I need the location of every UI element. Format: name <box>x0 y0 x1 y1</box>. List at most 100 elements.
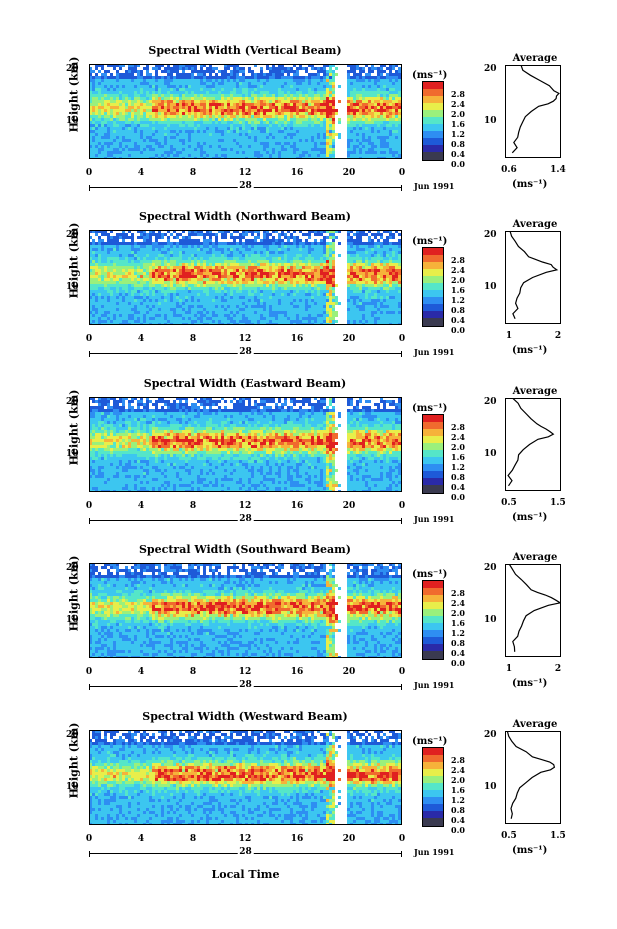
x-tick-label: 20 <box>342 334 356 344</box>
spectral-width-panel: Spectral Width (Eastward Beam) Height (km… <box>0 377 617 543</box>
colorbar-tick-label: 2.4 <box>451 598 465 608</box>
avg-y-tick-label: 10 <box>484 282 497 292</box>
x-axis-title: Local Time <box>211 868 280 881</box>
y-tick-label: 20 <box>66 64 79 74</box>
month-label: Jun 1991 <box>414 680 455 690</box>
x-tick-label: 0 <box>85 168 93 178</box>
x-tick-label: 4 <box>137 834 145 844</box>
avg-y-tick-label: 10 <box>484 782 497 792</box>
avg-y-tick-label: 20 <box>484 397 497 407</box>
colorbar-tick-label: 0.8 <box>451 472 465 482</box>
avg-x-tick-label: 0.5 <box>501 831 517 841</box>
x-tick-label: 12 <box>238 334 252 344</box>
day-label: 28 <box>237 680 254 690</box>
x-tick-label: 12 <box>238 667 252 677</box>
x-tick-label: 12 <box>238 501 252 511</box>
colorbar <box>422 414 444 494</box>
colorbar-tick-label: 0.4 <box>451 315 465 325</box>
colorbar-tick-label: 0.4 <box>451 648 465 658</box>
colorbar-tick-label: 2.4 <box>451 432 465 442</box>
colorbar-tick-label: 1.2 <box>451 795 465 805</box>
x-tick-label: 20 <box>342 667 356 677</box>
average-title: Average <box>512 719 558 730</box>
x-tick-label: 8 <box>189 334 197 344</box>
avg-x-tick-label: 1.4 <box>550 165 566 175</box>
avg-x-tick-label: 1 <box>505 664 513 674</box>
day-marker: 28 <box>89 347 402 360</box>
colorbar-tick-label: 0.0 <box>451 492 465 502</box>
colorbar <box>422 747 444 827</box>
day-marker: 28 <box>89 514 402 527</box>
colorbar-tick-label: 1.2 <box>451 129 465 139</box>
x-tick-label: 16 <box>290 834 304 844</box>
colorbar-tick-label: 1.6 <box>451 618 465 628</box>
panel-title: Spectral Width (Eastward Beam) <box>143 377 347 390</box>
x-tick-label: 16 <box>290 168 304 178</box>
x-tick-label: 20 <box>342 501 356 511</box>
colorbar-tick-label: 0.0 <box>451 159 465 169</box>
colorbar-tick-label: 0.0 <box>451 658 465 668</box>
colorbar-unit-label: (ms⁻¹) <box>412 403 448 414</box>
y-axis-label: Height (km) <box>67 389 81 466</box>
colorbar-tick-label: 2.8 <box>451 255 465 265</box>
avg-y-tick-label: 10 <box>484 449 497 459</box>
colorbar-tick-label: 2.4 <box>451 265 465 275</box>
month-label: Jun 1991 <box>414 847 455 857</box>
x-tick-label: 20 <box>342 168 356 178</box>
average-title: Average <box>512 53 558 64</box>
panel-title: Spectral Width (Vertical Beam) <box>148 44 342 57</box>
panel-title: Spectral Width (Westward Beam) <box>142 710 348 723</box>
x-tick-label: 8 <box>189 501 197 511</box>
x-tick-label: 0 <box>398 501 406 511</box>
x-tick-label: 0 <box>85 667 93 677</box>
spectral-width-panel: Spectral Width (Southward Beam) Height (k… <box>0 543 617 709</box>
y-tick-label: 10 <box>66 782 79 792</box>
avg-unit-label: (ms⁻¹) <box>512 345 548 356</box>
x-tick-label: 4 <box>137 667 145 677</box>
x-tick-label: 4 <box>137 501 145 511</box>
spectral-width-panel: Spectral Width (Vertical Beam) Height (km… <box>0 44 617 210</box>
colorbar-unit-label: (ms⁻¹) <box>412 569 448 580</box>
x-tick-label: 0 <box>398 168 406 178</box>
x-tick-label: 4 <box>137 168 145 178</box>
colorbar <box>422 580 444 660</box>
average-profile-plot <box>505 731 561 824</box>
y-tick-label: 10 <box>66 282 79 292</box>
colorbar-tick-label: 2.0 <box>451 442 465 452</box>
avg-y-tick-label: 10 <box>484 116 497 126</box>
x-tick-label: 16 <box>290 667 304 677</box>
colorbar-tick-label: 0.0 <box>451 825 465 835</box>
avg-unit-label: (ms⁻¹) <box>512 512 548 523</box>
colorbar-tick-label: 0.8 <box>451 305 465 315</box>
average-title: Average <box>512 552 558 563</box>
colorbar-tick-label: 2.0 <box>451 275 465 285</box>
avg-x-tick-label: 1 <box>505 331 513 341</box>
panel-title: Spectral Width (Southward Beam) <box>138 543 352 556</box>
y-tick-label: 20 <box>66 563 79 573</box>
avg-y-tick-label: 20 <box>484 730 497 740</box>
avg-unit-label: (ms⁻¹) <box>512 179 548 190</box>
colorbar-tick-label: 0.4 <box>451 482 465 492</box>
day-marker: 28 <box>89 680 402 693</box>
month-label: Jun 1991 <box>414 347 455 357</box>
panel-title: Spectral Width (Northward Beam) <box>139 210 351 223</box>
x-tick-label: 20 <box>342 834 356 844</box>
colorbar-tick-label: 0.4 <box>451 815 465 825</box>
colorbar-tick-label: 2.8 <box>451 588 465 598</box>
y-axis-label: Height (km) <box>67 555 81 632</box>
heatmap-plot <box>89 563 402 658</box>
colorbar-tick-label: 0.8 <box>451 638 465 648</box>
avg-y-tick-label: 20 <box>484 64 497 74</box>
average-profile-plot <box>505 65 561 158</box>
x-tick-label: 8 <box>189 168 197 178</box>
colorbar-tick-label: 0.4 <box>451 149 465 159</box>
day-label: 28 <box>237 514 254 524</box>
colorbar-tick-label: 0.8 <box>451 139 465 149</box>
average-title: Average <box>512 386 558 397</box>
colorbar-unit-label: (ms⁻¹) <box>412 236 448 247</box>
average-profile-line <box>511 65 560 154</box>
month-label: Jun 1991 <box>414 514 455 524</box>
y-tick-label: 10 <box>66 116 79 126</box>
y-tick-label: 20 <box>66 230 79 240</box>
colorbar-tick-label: 1.2 <box>451 295 465 305</box>
